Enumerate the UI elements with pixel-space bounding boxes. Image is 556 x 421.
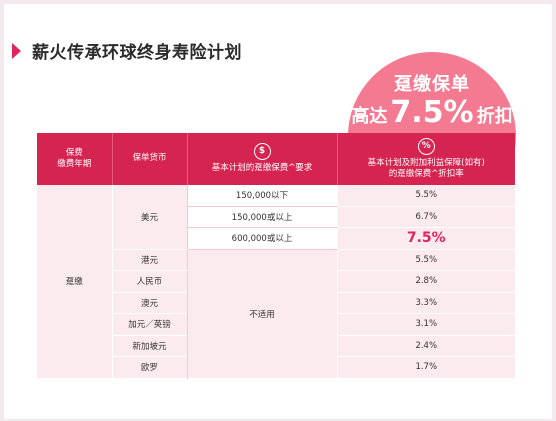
header-discount-rate: % 基本计划及附加利益保障(如有) 的趸缴保费^折扣率: [336, 133, 515, 185]
percent-icon: %: [417, 137, 435, 155]
badge-line-1: 趸缴保单: [394, 74, 470, 95]
table-row: 新加坡元 2.4%: [37, 335, 515, 357]
not-applicable-cell: 不适用: [186, 249, 337, 378]
rate-cell: 6.7%: [336, 206, 515, 228]
requirement-cell: 150,000或以上: [186, 206, 337, 228]
table-header-row: 保费 缴费年期 保单货币 $ 基本计划的趸缴保费^要求 % 基本计划及附加利益保…: [37, 133, 515, 185]
rate-cell: 5.5%: [336, 185, 515, 207]
rate-cell: 5.5%: [336, 249, 515, 271]
header-rate-line1: 基本计划及附加利益保障(如有): [367, 157, 485, 168]
header-requirement: $ 基本计划的趸缴保费^要求: [186, 133, 337, 185]
badge-line-2: 高达 7.5% 折扣: [348, 95, 516, 130]
header-rate-line2: 的趸缴保费^折扣率: [388, 169, 464, 179]
table-row: 150,000或以上 6.7%: [37, 206, 515, 228]
currency-cell: 新加坡元: [111, 335, 187, 357]
header-payment-term: 保费 缴费年期: [37, 133, 112, 185]
table-row: 人民币 2.8%: [37, 270, 515, 293]
rate-cell: 2.4%: [336, 335, 515, 357]
requirement-cell: 150,000以下: [186, 185, 337, 207]
triangle-bullet-icon: [12, 42, 21, 59]
currency-cell: 人民币: [111, 270, 187, 293]
table-row: 加元／英镑 3.1%: [37, 313, 515, 336]
table-row: 600,000或以上 7.5%: [37, 227, 515, 250]
rate-cell: 3.3%: [336, 292, 515, 314]
dollar-icon: $: [253, 143, 271, 161]
header-payment-term-line1: 保费: [65, 147, 83, 158]
currency-cell: 港元: [111, 249, 187, 271]
rate-cell-highlight: 7.5%: [336, 227, 515, 250]
header-payment-term-line2: 缴费年期: [57, 159, 92, 169]
table-row: 澳元 3.3%: [37, 292, 515, 314]
badge-rate: 7.5%: [390, 95, 474, 130]
rate-cell: 2.8%: [336, 270, 515, 293]
currency-cell-usd: 美元: [111, 185, 187, 250]
table-row: 趸缴 美元 150,000以下 5.5%: [37, 185, 515, 379]
currency-cell: 加元／英镑: [111, 313, 187, 336]
table-row: 欧罗 1.7%: [37, 356, 515, 379]
discount-table: 保费 缴费年期 保单货币 $ 基本计划的趸缴保费^要求 % 基本计划及附加利益保…: [37, 133, 515, 379]
header-currency: 保单货币: [111, 133, 187, 185]
table-row: 港元 不适用 5.5%: [37, 249, 515, 378]
rate-cell: 1.7%: [336, 356, 515, 379]
badge-suffix: 折扣: [476, 106, 513, 127]
plan-title: 薪火传承环球终身寿险计划: [32, 43, 242, 63]
section-title: 薪火传承环球终身寿险计划: [12, 38, 242, 63]
currency-cell: 澳元: [111, 292, 187, 314]
badge-prefix: 高达: [351, 106, 388, 127]
rate-cell: 3.1%: [336, 313, 515, 336]
payment-term-cell: 趸缴: [37, 185, 112, 379]
currency-cell: 欧罗: [111, 356, 187, 379]
header-requirement-label: 基本计划的趸缴保费^要求: [211, 163, 313, 174]
requirement-cell: 600,000或以上: [186, 227, 337, 250]
